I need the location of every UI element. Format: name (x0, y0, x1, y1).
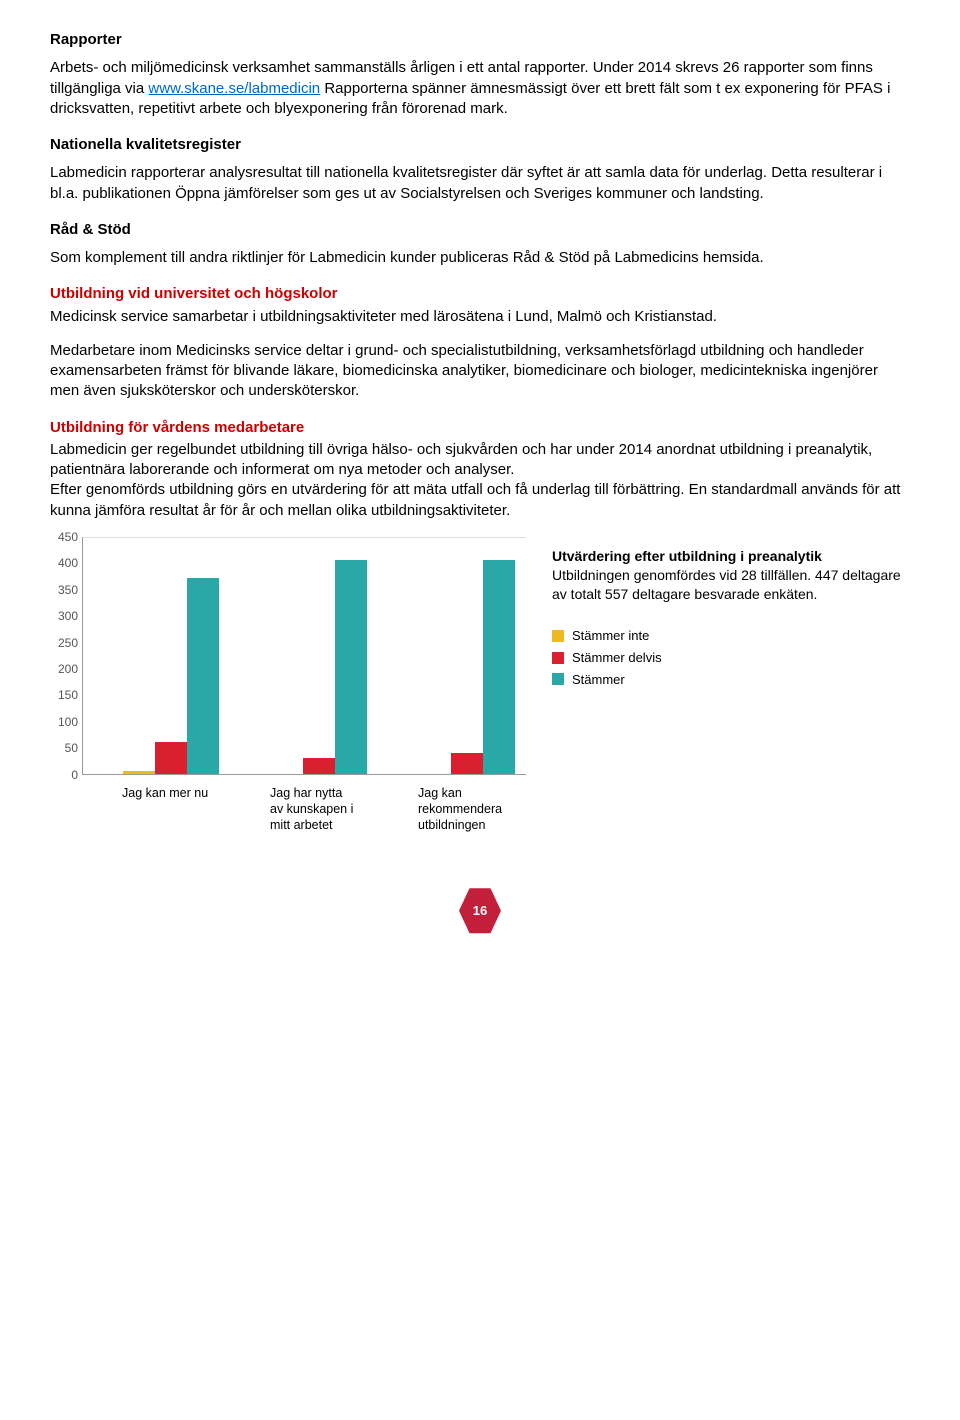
heading-rad: Råd & Stöd (50, 220, 910, 240)
legend-label: Stämmer inte (572, 627, 649, 645)
x-group-label: Jag har nyttaav kunskapen imitt arbetet (270, 785, 415, 834)
chart-caption-title: Utvärdering efter utbildning i preanalyt… (552, 547, 910, 566)
bar (483, 560, 515, 774)
bar (155, 742, 187, 774)
paragraph: Labmedicin ger regelbundet utbildning ti… (50, 440, 910, 481)
x-group-label: Jag kan mer nu (122, 785, 267, 801)
y-tick-label: 400 (50, 555, 78, 571)
section-univ: Utbildning vid universitet och högskolor… (50, 284, 910, 401)
bar (335, 560, 367, 774)
chart-row: 050100150200250300350400450Jag kan mer n… (50, 537, 910, 807)
y-tick-label: 0 (50, 767, 78, 783)
section-rad: Råd & Stöd Som komplement till andra rik… (50, 220, 910, 269)
y-tick-label: 200 (50, 661, 78, 677)
paragraph: Som komplement till andra riktlinjer för… (50, 248, 910, 268)
bar (187, 578, 219, 774)
plot-area (82, 537, 526, 775)
section-nkreg: Nationella kvalitetsregister Labmedicin … (50, 135, 910, 204)
heading-nkreg: Nationella kvalitetsregister (50, 135, 910, 155)
paragraph: Medarbetare inom Medicinsks service delt… (50, 341, 910, 402)
paragraph: Arbets- och miljömedicinsk verksamhet sa… (50, 58, 910, 119)
link-labmedicin[interactable]: www.skane.se/labmedicin (148, 80, 320, 97)
paragraph: Labmedicin rapporterar analysresultat ti… (50, 163, 910, 204)
section-rapporter: Rapporter Arbets- och miljömedicinsk ver… (50, 30, 910, 119)
legend: Stämmer inte Stämmer delvis Stämmer (552, 627, 910, 688)
heading-rapporter: Rapporter (50, 30, 910, 50)
bar (123, 771, 155, 774)
legend-label: Stämmer (572, 671, 625, 689)
legend-swatch (552, 652, 564, 664)
y-tick-label: 350 (50, 582, 78, 598)
legend-label: Stämmer delvis (572, 649, 662, 667)
y-tick-label: 250 (50, 634, 78, 650)
bar (303, 758, 335, 774)
y-tick-label: 450 (50, 529, 78, 545)
y-tick-label: 50 (50, 740, 78, 756)
y-tick-label: 300 (50, 608, 78, 624)
heading-univ: Utbildning vid universitet och högskolor (50, 284, 910, 304)
paragraph: Efter genomförds utbildning görs en utvä… (50, 480, 910, 521)
legend-swatch (552, 630, 564, 642)
section-vard: Utbildning för vårdens medarbetare Labme… (50, 418, 910, 521)
bar (451, 753, 483, 774)
x-group-label: Jag kanrekommenderautbildningen (418, 785, 563, 834)
chart-caption-body: Utbildningen genomfördes vid 28 tillfäll… (552, 566, 910, 604)
y-tick-label: 100 (50, 714, 78, 730)
page-number-badge: 16 (459, 887, 501, 935)
legend-item: Stämmer delvis (552, 649, 910, 667)
paragraph: Medicinsk service samarbetar i utbildnin… (50, 307, 910, 327)
legend-item: Stämmer inte (552, 627, 910, 645)
chart-caption-column: Utvärdering efter utbildning i preanalyt… (540, 537, 910, 692)
y-tick-label: 150 (50, 687, 78, 703)
legend-swatch (552, 673, 564, 685)
bar-chart: 050100150200250300350400450Jag kan mer n… (50, 537, 540, 807)
legend-item: Stämmer (552, 671, 910, 689)
heading-vard: Utbildning för vårdens medarbetare (50, 418, 910, 438)
